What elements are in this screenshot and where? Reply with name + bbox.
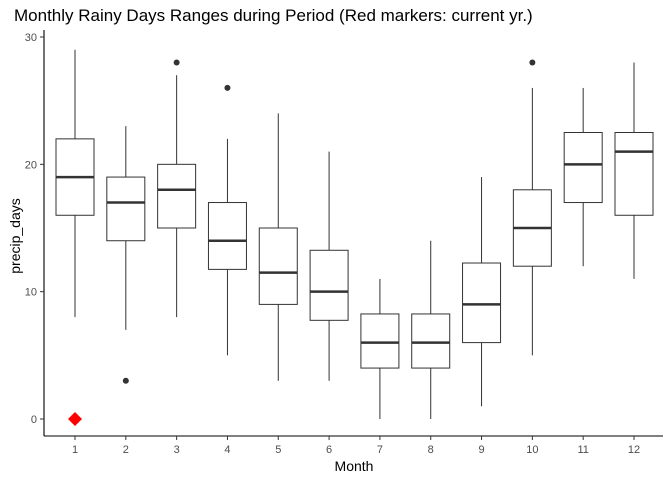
iqr-box bbox=[462, 262, 502, 344]
iqr-box bbox=[157, 163, 197, 229]
iqr-box bbox=[411, 313, 451, 369]
box-month-10 bbox=[512, 59, 552, 356]
box-month-12 bbox=[614, 62, 654, 279]
box-month-4 bbox=[207, 84, 247, 356]
x-tick-label: 2 bbox=[123, 444, 129, 456]
y-ticks: 0 10 20 30 bbox=[25, 32, 44, 426]
iqr-box bbox=[258, 227, 298, 305]
outlier-point bbox=[224, 84, 231, 91]
current-year-marker bbox=[68, 412, 82, 426]
box-month-3 bbox=[157, 59, 197, 318]
outlier-point bbox=[173, 59, 180, 66]
box-month-2 bbox=[106, 126, 146, 384]
iqr-box bbox=[360, 313, 400, 369]
iqr-box bbox=[614, 132, 654, 216]
y-tick-label: 20 bbox=[25, 159, 37, 171]
x-axis-label: Month bbox=[335, 458, 374, 474]
x-tick-label: 7 bbox=[377, 444, 383, 456]
x-tick-label: 10 bbox=[526, 444, 538, 456]
x-tick-label: 8 bbox=[428, 444, 434, 456]
x-tick-label: 3 bbox=[174, 444, 180, 456]
iqr-box bbox=[207, 202, 247, 270]
box-month-5 bbox=[258, 113, 298, 381]
y-tick-label: 30 bbox=[25, 32, 37, 44]
x-tick-label: 4 bbox=[224, 444, 230, 456]
y-tick-label: 0 bbox=[31, 414, 37, 426]
box-month-1 bbox=[55, 49, 95, 318]
outlier-point bbox=[122, 377, 129, 384]
box-month-11 bbox=[563, 87, 603, 267]
plot-area bbox=[55, 49, 654, 426]
box-month-6 bbox=[309, 151, 349, 381]
y-axis-label: precip_days bbox=[7, 198, 23, 274]
x-tick-label: 6 bbox=[326, 444, 332, 456]
iqr-box bbox=[563, 132, 603, 204]
box-month-9 bbox=[462, 177, 502, 407]
x-tick-label: 5 bbox=[275, 444, 281, 456]
iqr-box bbox=[106, 176, 146, 242]
box-month-8 bbox=[411, 240, 451, 419]
chart-title: Monthly Rainy Days Ranges during Period … bbox=[14, 6, 533, 25]
x-tick-label: 1 bbox=[72, 444, 78, 456]
outlier-point bbox=[529, 59, 536, 66]
y-tick-label: 10 bbox=[25, 287, 37, 299]
x-tick-label: 9 bbox=[478, 444, 484, 456]
x-ticks: 1 2 3 4 5 6 7 8 9 10 11 12 bbox=[72, 436, 640, 456]
x-tick-label: 11 bbox=[577, 444, 588, 456]
iqr-box bbox=[309, 249, 349, 321]
box-month-7 bbox=[360, 278, 400, 419]
x-tick-label: 12 bbox=[628, 444, 640, 456]
